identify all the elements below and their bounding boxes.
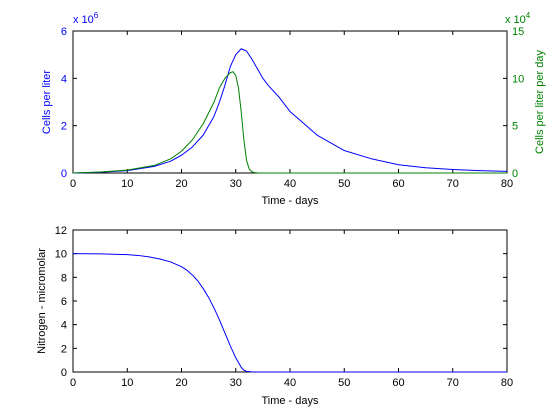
bottom-y-tick-label: 0 (61, 367, 67, 379)
bottom-series-line-main (72, 253, 507, 373)
bottom-y-tick-label: 4 (61, 320, 67, 332)
top-y-tick-label-right: 15 (512, 26, 524, 38)
top-y-axis-label: Cells per liter (41, 70, 53, 135)
top-left-exponent-base: x 10 (73, 14, 94, 26)
bottom-x-tick-label: 80 (501, 377, 513, 389)
bottom-x-tick-label: 0 (70, 377, 76, 389)
bottom-y-tick-label: 2 (61, 343, 67, 355)
top-series-line-right (72, 71, 507, 174)
bottom-chart: 0 10 20 30 40 50 60 70 80 0 2 4 6 8 10 12 Nitrogen - mi… (36, 225, 513, 407)
top-y-tick-label: 4 (61, 73, 67, 85)
bottom-x-tick-label: 60 (392, 377, 404, 389)
bottom-x-tick-label: 20 (175, 377, 187, 389)
top-x-tick-label: 30 (230, 178, 242, 190)
top-y-tick-label-right: 5 (512, 121, 518, 133)
bottom-y-tick-label: 8 (61, 272, 67, 284)
top-x-tick-label: 40 (284, 178, 296, 190)
top-left-exponent: x 106 (73, 11, 99, 26)
top-y-tick-label-right: 0 (512, 168, 518, 180)
top-y-tick-label: 0 (61, 168, 67, 180)
bottom-x-axis-label: Time - days (261, 395, 319, 407)
top-left-exponent-power: 6 (94, 11, 99, 20)
bottom-y-tick-label: 12 (55, 225, 67, 237)
top-x-tick-label: 0 (70, 178, 76, 190)
top-right-exponent-power: 4 (526, 11, 531, 20)
top-x-tick-label: 70 (447, 178, 459, 190)
top-x-tick-label: 80 (501, 178, 513, 190)
bottom-x-tick-label: 30 (230, 377, 242, 389)
top-y-tick-label: 6 (61, 26, 67, 38)
top-x-tick-label: 60 (392, 178, 404, 190)
bottom-plot-area (72, 229, 508, 373)
bottom-ticks: 0 10 20 30 40 50 60 70 80 0 2 4 6 8 10 12 (55, 225, 513, 389)
top-x-tick-label: 20 (175, 178, 187, 190)
bottom-series (72, 253, 507, 373)
bottom-y-axis-label: Nitrogen - micromolar (36, 248, 48, 354)
top-y-axis-label-right: Cells per liter per day (534, 50, 546, 154)
top-x-axis-label: Time - days (261, 195, 319, 207)
top-series-line-left (72, 48, 508, 174)
top-series (72, 48, 508, 174)
bottom-x-tick-label: 50 (338, 377, 350, 389)
top-right-exponent: x 104 (505, 11, 531, 26)
top-y-tick-label-right: 10 (512, 73, 524, 85)
top-x-tick-label: 50 (338, 178, 350, 190)
top-y-tick-label: 2 (61, 121, 67, 133)
bottom-y-tick-label: 10 (55, 249, 67, 261)
top-right-exponent-base: x 10 (505, 14, 526, 26)
bottom-y-tick-label: 6 (61, 296, 67, 308)
bottom-x-tick-label: 70 (447, 377, 459, 389)
top-plot-area (72, 30, 508, 174)
bottom-x-tick-label: 40 (284, 377, 296, 389)
top-x-tick-label: 10 (121, 178, 133, 190)
bottom-x-tick-label: 10 (121, 377, 133, 389)
